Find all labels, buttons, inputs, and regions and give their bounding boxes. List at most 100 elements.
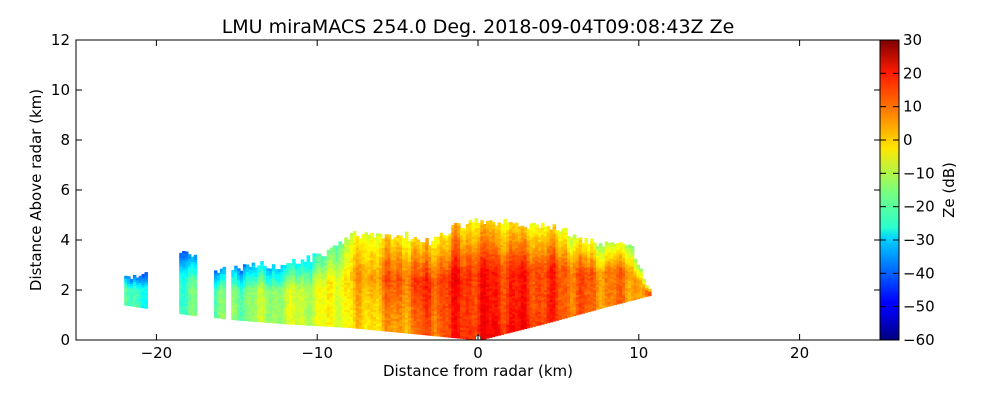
reflectivity-cell [222, 284, 227, 288]
reflectivity-cell [326, 292, 331, 296]
reflectivity-cell [497, 256, 502, 260]
reflectivity-cell [390, 241, 394, 245]
reflectivity-cell [364, 243, 368, 247]
reflectivity-cell [182, 300, 186, 304]
reflectivity-cell [558, 312, 562, 316]
reflectivity-cell [407, 270, 412, 274]
reflectivity-cell [324, 256, 328, 260]
reflectivity-cell [289, 308, 293, 312]
reflectivity-cell [526, 323, 531, 327]
reflectivity-cell [266, 288, 270, 292]
reflectivity-cell [431, 324, 435, 328]
reflectivity-cell [347, 248, 351, 252]
reflectivity-cell [471, 265, 476, 268]
reflectivity-cell [306, 302, 311, 306]
reflectivity-cell [216, 281, 221, 285]
reflectivity-cell [364, 290, 368, 294]
reflectivity-cell [361, 236, 366, 240]
reflectivity-cell [483, 255, 487, 259]
reflectivity-cell [515, 263, 519, 267]
reflectivity-cell [431, 319, 435, 323]
reflectivity-cell [491, 271, 496, 275]
reflectivity-cell [552, 312, 557, 315]
reflectivity-cell [570, 278, 574, 281]
reflectivity-cell [384, 306, 389, 310]
reflectivity-cell [352, 318, 357, 322]
reflectivity-cell [407, 290, 412, 294]
reflectivity-cell [529, 291, 533, 294]
reflectivity-cell [338, 324, 342, 328]
reflectivity-cell [347, 255, 351, 259]
reflectivity-cell [561, 262, 565, 266]
reflectivity-cell [321, 260, 325, 264]
reflectivity-cell [558, 278, 562, 282]
reflectivity-cell [292, 279, 296, 283]
reflectivity-cell [439, 293, 444, 297]
reflectivity-cell [378, 294, 383, 298]
reflectivity-cell [329, 303, 334, 307]
reflectivity-cell [127, 300, 131, 304]
reflectivity-cell [503, 221, 507, 224]
reflectivity-cell [477, 243, 481, 247]
reflectivity-cell [355, 260, 360, 264]
reflectivity-cell [431, 292, 435, 296]
reflectivity-cell [468, 282, 473, 286]
reflectivity-cell [407, 301, 412, 305]
reflectivity-cell [240, 275, 244, 279]
reflectivity-cell [219, 282, 224, 286]
reflectivity-cell [436, 300, 441, 303]
reflectivity-cell [462, 237, 467, 241]
reflectivity-cell [491, 282, 496, 286]
reflectivity-cell [248, 316, 253, 320]
reflectivity-cell [338, 248, 342, 251]
reflectivity-cell [515, 247, 519, 251]
reflectivity-cell [376, 323, 380, 327]
reflectivity-cell [480, 222, 484, 226]
reflectivity-cell [538, 248, 542, 252]
reflectivity-cell [561, 275, 565, 279]
reflectivity-cell [132, 304, 137, 307]
reflectivity-cell [425, 301, 429, 304]
reflectivity-cell [503, 248, 507, 251]
reflectivity-cell [468, 294, 473, 297]
reflectivity-cell [214, 277, 218, 280]
reflectivity-cell [193, 304, 198, 308]
reflectivity-cell [494, 322, 499, 326]
reflectivity-cell [552, 228, 557, 232]
reflectivity-cell [483, 320, 487, 324]
reflectivity-cell [474, 276, 478, 280]
reflectivity-cell [376, 318, 380, 322]
reflectivity-cell [535, 312, 539, 315]
reflectivity-cell [538, 239, 542, 243]
reflectivity-cell [295, 306, 299, 310]
reflectivity-cell [558, 299, 562, 302]
reflectivity-cell [326, 287, 331, 291]
reflectivity-cell [436, 266, 441, 270]
reflectivity-cell [436, 264, 441, 267]
reflectivity-cell [471, 231, 476, 235]
reflectivity-cell [451, 272, 455, 276]
reflectivity-cell [486, 239, 490, 242]
reflectivity-cell [355, 253, 360, 257]
reflectivity-cell [407, 308, 412, 312]
reflectivity-cell [471, 229, 476, 232]
reflectivity-cell [462, 318, 467, 322]
reflectivity-cell [410, 297, 415, 301]
reflectivity-cell [549, 299, 554, 303]
reflectivity-cell [422, 244, 426, 248]
reflectivity-cell [454, 312, 458, 316]
reflectivity-cell [300, 308, 305, 312]
reflectivity-cell [347, 266, 351, 270]
reflectivity-cell [538, 311, 542, 315]
reflectivity-cell [546, 313, 551, 317]
reflectivity-cell [523, 315, 528, 318]
reflectivity-cell [390, 288, 394, 292]
reflectivity-cell [295, 272, 299, 276]
reflectivity-cell [552, 280, 557, 284]
reflectivity-cell [532, 231, 536, 235]
reflectivity-cell [500, 239, 504, 243]
reflectivity-cell [376, 327, 380, 331]
reflectivity-cell [295, 308, 299, 312]
reflectivity-cell [468, 240, 473, 243]
reflectivity-cell [361, 247, 366, 251]
